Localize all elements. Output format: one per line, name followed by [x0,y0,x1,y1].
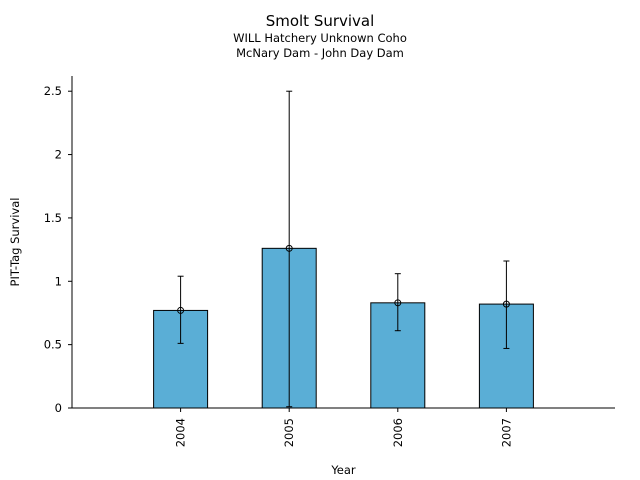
chart-subtitle-line-1: WILL Hatchery Unknown Coho [233,31,407,45]
y-tick-label: 0 [55,401,62,415]
error-bars-group [177,90,510,408]
y-axis: 0 0.5 1 1.5 2 2.5 [44,76,73,415]
chart-title: Smolt Survival [265,12,375,30]
point-marker-2005 [285,244,293,252]
x-tick-label: 2007 [499,418,513,447]
chart-subtitle-line-2: McNary Dam - John Day Dam [236,46,404,60]
y-axis-label: PIT-Tag Survival [8,198,22,287]
y-tick-label: 2.5 [44,84,62,98]
y-tick-label: 0.5 [44,338,62,352]
x-axis: 2004 2005 2006 2007 [72,407,615,447]
y-tick-label: 2 [55,148,62,162]
x-tick-label: 2006 [391,418,405,447]
point-marker-2004 [177,306,185,314]
x-axis-label: Year [330,463,356,477]
point-marker-2006 [394,299,402,307]
point-marker-2007 [502,300,510,308]
bars-group [153,247,534,409]
y-tick-label: 1 [55,274,62,288]
x-tick-label: 2005 [282,418,296,447]
y-tick-label: 1.5 [44,211,62,225]
x-tick-label: 2004 [174,418,188,447]
